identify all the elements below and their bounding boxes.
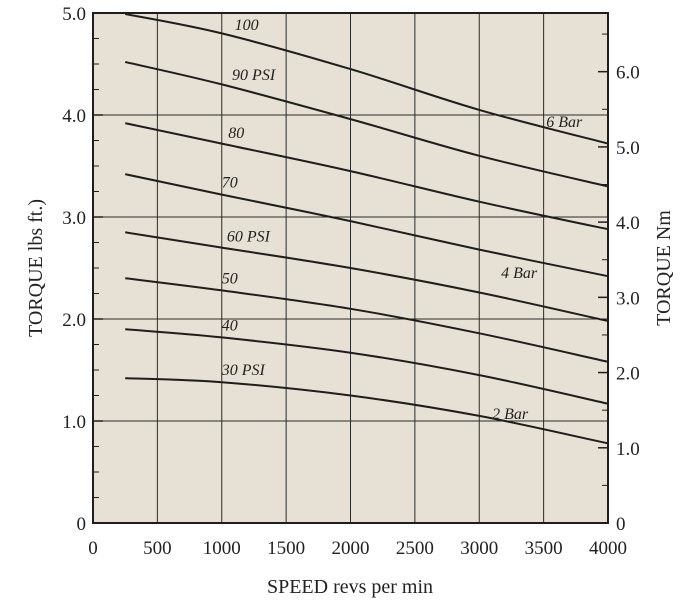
x-tick-label: 0 xyxy=(88,538,98,559)
x-tick-label: 2500 xyxy=(396,538,434,559)
series-label: 60 PSI xyxy=(227,228,271,245)
y2-axis-title: TORQUE Nm xyxy=(653,210,675,326)
y2-tick-label: 0 xyxy=(616,514,626,535)
series-curve xyxy=(124,122,609,231)
y2-tick-label: 6.0 xyxy=(616,63,640,84)
plot-frame xyxy=(92,12,609,524)
series-label: 30 PSI xyxy=(221,362,266,379)
bar-annotation: 6 Bar xyxy=(546,114,583,131)
series-curve xyxy=(125,377,609,445)
x-tick-label: 4000 xyxy=(589,538,627,559)
x-tick-label: 3000 xyxy=(460,538,498,559)
series-curve xyxy=(125,13,609,145)
y2-tick-label: 3.0 xyxy=(616,288,640,309)
grid-lines xyxy=(93,13,608,523)
y-tick-label: 4.0 xyxy=(62,106,86,127)
y2-tick-label: 4.0 xyxy=(616,213,640,234)
series-label: 90 PSI xyxy=(232,67,276,84)
series-label: 80 xyxy=(228,125,244,142)
x-tick-label: 500 xyxy=(143,538,172,559)
y2-tick-label: 5.0 xyxy=(616,138,640,159)
tick-labels: 0 500 1000 1500 2000 2500 3000 3500 400001.02.03… xyxy=(62,4,640,559)
series-label: 50 xyxy=(222,270,238,287)
x-tick-label: 1000 xyxy=(203,538,241,559)
y-axis-title: TORQUE lbs ft.) xyxy=(25,199,47,337)
curves: 100 90 PSI 80 70 60 PSI 50 40 30 PSI 6 Bar 4 Bar 2… xyxy=(124,13,609,445)
series-label: 70 xyxy=(222,175,238,192)
y-tick-label: 3.0 xyxy=(62,208,86,229)
y2-tick-label: 2.0 xyxy=(616,364,640,385)
x-tick-label: 2000 xyxy=(332,538,370,559)
bar-annotation: 2 Bar xyxy=(492,406,529,423)
x-tick-label: 3500 xyxy=(525,538,563,559)
series-label: 100 xyxy=(235,17,259,34)
y-tick-label: 1.0 xyxy=(62,412,86,433)
series-curve xyxy=(124,61,609,188)
y-tick-label: 2.0 xyxy=(62,310,86,331)
series-curve xyxy=(125,231,609,322)
x-tick-label: 1500 xyxy=(267,538,305,559)
series-curve xyxy=(125,277,609,363)
y-tick-label: 0 xyxy=(77,514,87,535)
y2-tick-label: 1.0 xyxy=(616,439,640,460)
series-curve xyxy=(124,173,609,278)
x-axis-title: SPEED revs per min xyxy=(267,576,433,598)
y-tick-label: 5.0 xyxy=(62,4,86,25)
bar-annotation: 4 Bar xyxy=(501,265,538,282)
series-label: 40 xyxy=(222,317,238,334)
series-curve xyxy=(125,328,609,405)
